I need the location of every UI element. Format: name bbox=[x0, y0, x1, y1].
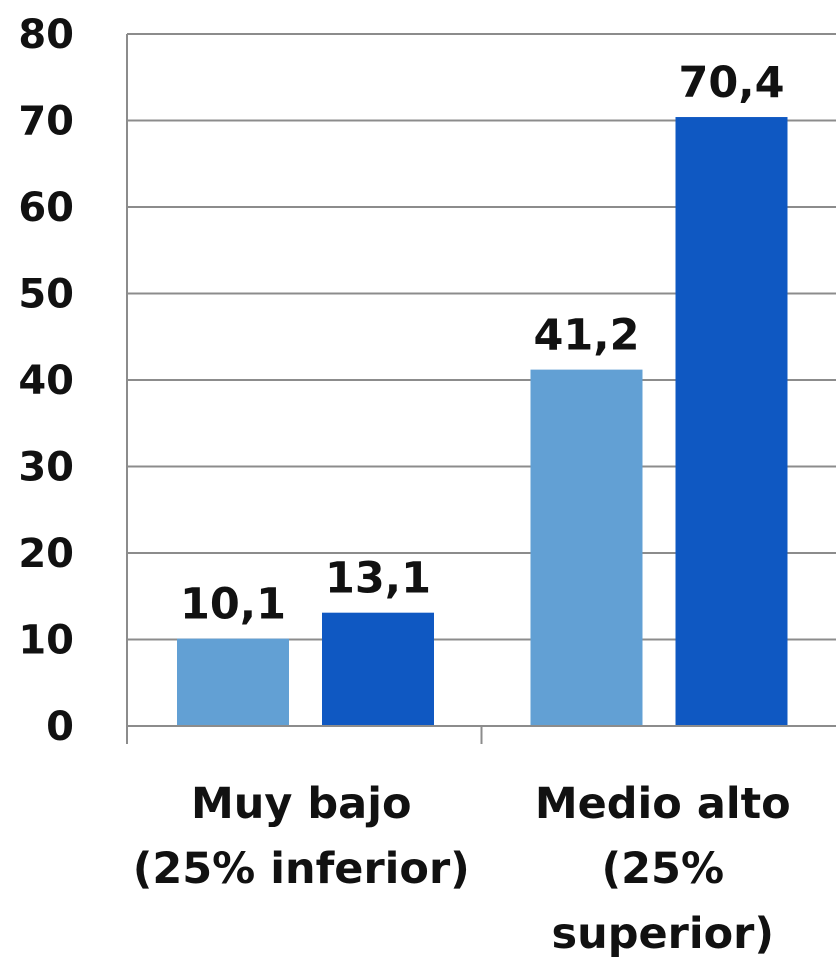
bar-series1-cat2 bbox=[530, 369, 643, 726]
axes bbox=[126, 34, 836, 744]
data-label-series2-cat1: 13,1 bbox=[325, 554, 431, 604]
y-tick-label-40: 40 bbox=[18, 358, 74, 404]
x-category-label-2-line-3: superior) bbox=[552, 909, 775, 959]
data-label-series1-cat2: 41,2 bbox=[533, 311, 639, 361]
bar-series2-cat2 bbox=[675, 117, 788, 727]
x-category-label-2: Medio alto (25% superior) bbox=[535, 779, 791, 959]
y-tick-label-0: 0 bbox=[46, 704, 74, 750]
y-tick-label-20: 20 bbox=[18, 531, 74, 577]
bar-series2-cat1 bbox=[322, 612, 434, 726]
x-category-label-1-line-2: (25% inferior) bbox=[133, 844, 470, 894]
x-category-label-1: Muy bajo (25% inferior) bbox=[133, 779, 470, 894]
labels: 0 10 20 30 40 50 60 70 80 10,1 13,1 Muy bajo (25% in… bbox=[18, 12, 790, 959]
x-category-label-1-line-1: Muy bajo bbox=[191, 779, 411, 829]
x-category-label-2-line-1: Medio alto bbox=[535, 779, 791, 829]
y-tick-label-60: 60 bbox=[18, 185, 74, 231]
bar-series1-cat1 bbox=[177, 638, 289, 726]
bars bbox=[177, 117, 788, 727]
y-tick-label-30: 30 bbox=[18, 445, 74, 491]
x-category-label-2-line-2: (25% bbox=[601, 844, 724, 894]
y-tick-label-80: 80 bbox=[18, 12, 74, 58]
y-tick-label-70: 70 bbox=[18, 99, 74, 145]
y-tick-label-50: 50 bbox=[18, 272, 74, 318]
gridlines bbox=[127, 33, 836, 641]
y-tick-label-10: 10 bbox=[18, 618, 74, 664]
data-label-series1-cat1: 10,1 bbox=[180, 580, 286, 630]
data-label-series2-cat2: 70,4 bbox=[678, 58, 784, 108]
